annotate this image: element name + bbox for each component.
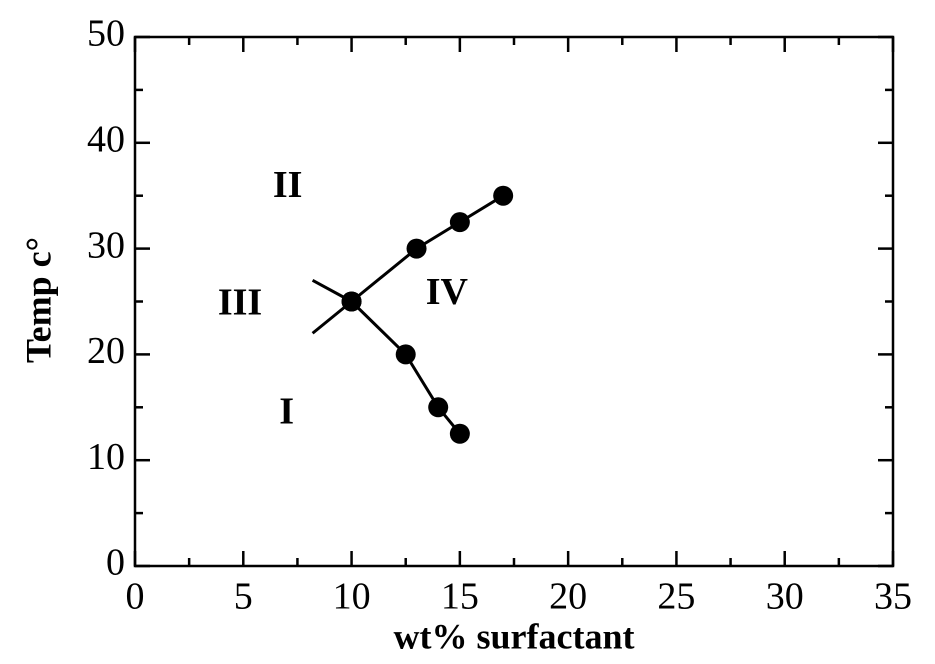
x-tick-label: 30 [766, 576, 804, 618]
data-point [449, 212, 470, 233]
series-line [350, 194, 504, 303]
data-point [493, 185, 514, 206]
x-tick-label: 5 [234, 576, 253, 618]
region-label: III [218, 281, 262, 323]
y-tick-label: 0 [106, 542, 125, 584]
x-tick-label: 20 [549, 576, 587, 618]
series-line [311, 300, 353, 335]
y-tick-label: 10 [87, 436, 125, 478]
data-point [449, 423, 470, 444]
series-line [311, 279, 353, 303]
data-point [406, 238, 427, 259]
region-label: II [273, 164, 303, 206]
data-point [395, 344, 416, 365]
region-label: IV [426, 271, 469, 313]
x-tick-label: 35 [874, 576, 912, 618]
x-tick-label: 10 [333, 576, 371, 618]
x-tick-label: 25 [657, 576, 695, 618]
y-tick-label: 50 [87, 13, 125, 55]
y-tick-label: 20 [87, 330, 125, 372]
y-tick-label: 30 [87, 224, 125, 266]
data-point [428, 397, 449, 418]
y-tick-label: 40 [87, 119, 125, 161]
series-line [350, 300, 462, 435]
x-axis-label: wt% surfactant [394, 616, 635, 656]
x-tick-label: 15 [441, 576, 479, 618]
x-tick-label: 0 [126, 576, 145, 618]
y-axis-label: Temp c° [18, 237, 58, 363]
region-label: I [279, 390, 294, 432]
